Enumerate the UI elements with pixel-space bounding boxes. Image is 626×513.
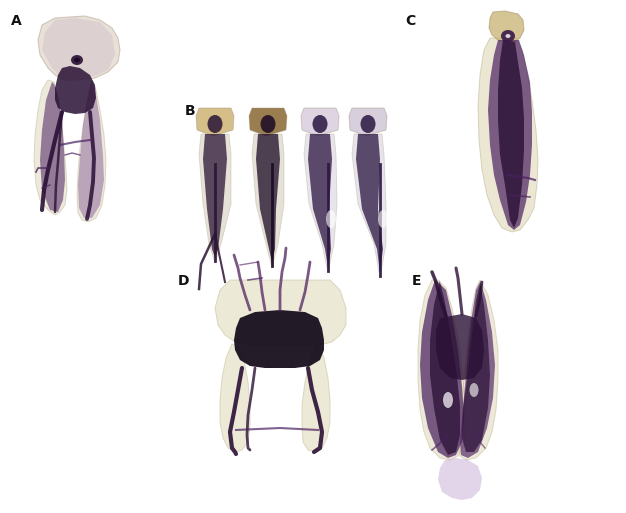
- Ellipse shape: [71, 55, 83, 65]
- PathPatch shape: [356, 134, 383, 273]
- PathPatch shape: [420, 280, 464, 458]
- PathPatch shape: [498, 40, 524, 228]
- Text: E: E: [412, 274, 421, 288]
- PathPatch shape: [438, 458, 482, 500]
- Ellipse shape: [207, 115, 222, 133]
- PathPatch shape: [256, 134, 280, 263]
- Ellipse shape: [74, 57, 80, 63]
- PathPatch shape: [301, 108, 339, 136]
- PathPatch shape: [302, 344, 330, 452]
- PathPatch shape: [55, 66, 96, 114]
- PathPatch shape: [78, 82, 104, 218]
- PathPatch shape: [458, 280, 498, 460]
- PathPatch shape: [77, 80, 106, 222]
- PathPatch shape: [308, 134, 332, 268]
- PathPatch shape: [203, 134, 227, 258]
- PathPatch shape: [252, 134, 284, 268]
- PathPatch shape: [199, 134, 231, 263]
- Ellipse shape: [501, 30, 515, 42]
- Ellipse shape: [443, 392, 453, 408]
- Ellipse shape: [470, 383, 478, 397]
- Ellipse shape: [506, 34, 510, 38]
- Ellipse shape: [326, 210, 336, 228]
- PathPatch shape: [488, 40, 532, 230]
- PathPatch shape: [249, 108, 287, 136]
- Ellipse shape: [378, 210, 388, 228]
- Text: A: A: [11, 14, 22, 28]
- Text: D: D: [178, 274, 190, 288]
- Ellipse shape: [361, 115, 376, 133]
- PathPatch shape: [489, 11, 524, 42]
- Text: C: C: [405, 14, 415, 28]
- PathPatch shape: [462, 282, 490, 452]
- PathPatch shape: [220, 344, 250, 452]
- PathPatch shape: [349, 108, 387, 136]
- PathPatch shape: [460, 280, 495, 458]
- Ellipse shape: [260, 115, 275, 133]
- PathPatch shape: [418, 280, 466, 460]
- PathPatch shape: [478, 38, 538, 232]
- PathPatch shape: [304, 134, 337, 273]
- PathPatch shape: [42, 18, 115, 78]
- PathPatch shape: [352, 134, 386, 278]
- PathPatch shape: [40, 82, 65, 212]
- PathPatch shape: [38, 16, 120, 80]
- PathPatch shape: [196, 108, 234, 136]
- PathPatch shape: [430, 280, 460, 455]
- Ellipse shape: [312, 115, 327, 133]
- Text: B: B: [185, 104, 195, 118]
- PathPatch shape: [436, 314, 484, 380]
- PathPatch shape: [34, 80, 67, 215]
- PathPatch shape: [215, 280, 346, 345]
- PathPatch shape: [234, 310, 324, 368]
